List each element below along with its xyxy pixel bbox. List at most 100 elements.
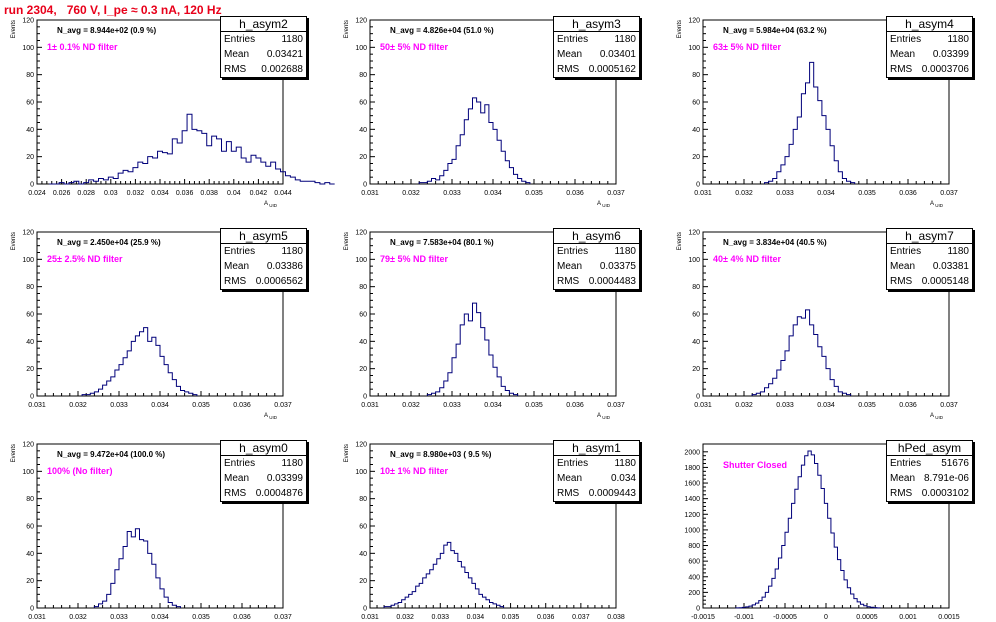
stats-value: 0.002688 — [261, 64, 303, 75]
x-tick-label: 0.034 — [151, 614, 169, 621]
stats-label: RMS — [224, 488, 247, 499]
x-tick-label: 0.032 — [402, 402, 420, 409]
x-tick-label: 0.037 — [274, 614, 292, 621]
x-tick-label: 0.0015 — [938, 614, 960, 621]
x-tick-label: 0.033 — [432, 614, 450, 621]
x-tick-label: 0.031 — [28, 614, 46, 621]
stats-label: Mean — [224, 49, 250, 60]
y-tick-label: 800 — [688, 543, 700, 550]
x-tick-label: 0.035 — [525, 190, 543, 197]
x-tick-label: 0.036 — [537, 614, 555, 621]
x-axis-title: A UID — [597, 201, 611, 208]
navg-label: N_avg = 4.826e+04 (51.0 %) — [390, 26, 494, 35]
x-tick-label: 0.026 — [53, 190, 71, 197]
y-tick-label: 80 — [692, 284, 700, 291]
stats-title: h_asym0 — [221, 441, 306, 456]
y-tick-label: 400 — [688, 574, 700, 581]
stats-title: h_asym7 — [887, 229, 972, 244]
stats-row: Entries 1180 — [221, 32, 306, 47]
stats-label: Entries — [224, 246, 256, 257]
stats-label: Mean — [557, 49, 583, 60]
x-tick-label: 0.033 — [443, 190, 461, 197]
y-tick-label: 1000 — [684, 527, 700, 534]
navg-label: N_avg = 8.980e+03 ( 9.5 %) — [390, 450, 492, 459]
stats-value: 0.0009443 — [588, 488, 636, 499]
x-tick-label: 0.032 — [69, 402, 87, 409]
y-tick-label: 120 — [355, 442, 367, 449]
x-tick-label: 0.034 — [151, 402, 169, 409]
y-tick-label: 0 — [696, 182, 700, 189]
x-tick-label: -0.001 — [734, 614, 754, 621]
stats-label: RMS — [557, 488, 580, 499]
stats-box: h_asym2 Entries 1180 Mean 0.03421 RMS 0.002688 — [220, 16, 307, 78]
stats-label: RMS — [557, 276, 580, 287]
y-tick-label: 100 — [355, 257, 367, 264]
y-tick-label: 0 — [30, 394, 34, 401]
y-axis-title: Events — [11, 20, 17, 38]
x-tick-label: 0.034 — [467, 614, 485, 621]
y-tick-label: 100 — [355, 469, 367, 476]
stats-value: 0.0005148 — [921, 276, 969, 287]
y-tick-label: 1800 — [684, 465, 700, 472]
stats-row: Mean 0.034 — [554, 471, 639, 486]
navg-label: N_avg = 8.944e+02 (0.9 %) — [57, 26, 157, 35]
stats-row: Mean 0.03386 — [221, 259, 306, 274]
histogram-series — [93, 528, 181, 608]
x-tick-label: 0.04 — [227, 190, 241, 197]
y-tick-label: 100 — [355, 45, 367, 52]
x-tick-label: 0.031 — [28, 402, 46, 409]
x-tick-label: 0.036 — [566, 402, 584, 409]
y-axis-title: Events — [344, 20, 350, 38]
x-tick-label: 0.024 — [28, 190, 46, 197]
y-tick-label: 20 — [26, 578, 34, 585]
y-tick-label: 80 — [26, 496, 34, 503]
x-tick-label: 0.032 — [735, 402, 753, 409]
x-tick-label: 0.033 — [110, 614, 128, 621]
y-tick-label: 80 — [692, 72, 700, 79]
x-tick-label: 0.037 — [274, 402, 292, 409]
stats-row: Entries 1180 — [221, 244, 306, 259]
y-tick-label: 0 — [363, 606, 367, 613]
y-axis-title: Events — [344, 232, 350, 250]
stats-row: Mean 0.03381 — [887, 259, 972, 274]
stats-value: 0.03375 — [599, 261, 636, 272]
y-tick-label: 20 — [359, 154, 367, 161]
y-tick-label: 80 — [359, 496, 367, 503]
x-tick-label: 0.033 — [110, 402, 128, 409]
y-tick-label: 60 — [26, 524, 34, 531]
stats-row: Entries 1180 — [221, 456, 306, 471]
stats-box: h_asym7 Entries 1180 Mean 0.03381 RMS 0.000514… — [886, 228, 973, 290]
stats-row: RMS 0.0003706 — [887, 62, 972, 77]
stats-row: RMS 0.0009443 — [554, 486, 639, 501]
y-tick-label: 60 — [359, 100, 367, 107]
stats-row: Mean 0.03401 — [554, 47, 639, 62]
stats-value: 1180 — [614, 34, 636, 45]
y-tick-label: 20 — [359, 578, 367, 585]
y-tick-label: 120 — [22, 18, 34, 25]
y-tick-label: 40 — [359, 551, 367, 558]
stats-title: hPed_asym — [887, 441, 972, 456]
stats-label: RMS — [890, 64, 913, 75]
y-tick-label: 1200 — [684, 512, 700, 519]
stats-label: Entries — [224, 458, 256, 469]
x-tick-label: 0.032 — [69, 614, 87, 621]
stats-row: Entries 1180 — [554, 456, 639, 471]
x-tick-label: 0.033 — [443, 402, 461, 409]
stats-value: 0.03399 — [932, 49, 969, 60]
x-tick-label: 0.034 — [817, 190, 835, 197]
stats-row: RMS 0.0005148 — [887, 274, 972, 289]
x-tick-label: 0.031 — [361, 614, 379, 621]
stats-label: Entries — [890, 458, 922, 469]
y-tick-label: 20 — [26, 154, 34, 161]
x-tick-label: 0.035 — [525, 402, 543, 409]
y-tick-label: 80 — [26, 284, 34, 291]
stats-value: 0.03386 — [266, 261, 303, 272]
y-tick-label: 60 — [359, 312, 367, 319]
stats-label: Mean — [224, 261, 250, 272]
stats-label: RMS — [890, 276, 913, 287]
stats-row: Entries 1180 — [554, 32, 639, 47]
stats-row: Mean 0.03399 — [887, 47, 972, 62]
stats-value: 0.034 — [610, 473, 636, 484]
